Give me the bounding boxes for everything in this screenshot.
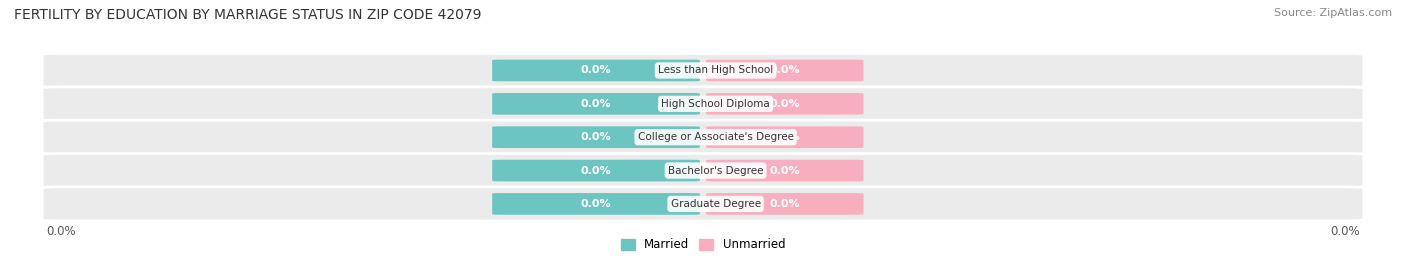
Text: High School Diploma: High School Diploma <box>661 99 770 109</box>
Text: 0.0%: 0.0% <box>581 99 612 109</box>
Text: FERTILITY BY EDUCATION BY MARRIAGE STATUS IN ZIP CODE 42079: FERTILITY BY EDUCATION BY MARRIAGE STATU… <box>14 8 482 22</box>
Text: 0.0%: 0.0% <box>769 165 800 176</box>
FancyBboxPatch shape <box>42 154 1364 187</box>
FancyBboxPatch shape <box>42 87 1364 121</box>
Text: Less than High School: Less than High School <box>658 65 773 76</box>
Legend: Married, Unmarried: Married, Unmarried <box>620 238 786 251</box>
FancyBboxPatch shape <box>492 93 700 115</box>
Text: 0.0%: 0.0% <box>769 99 800 109</box>
FancyBboxPatch shape <box>706 60 863 81</box>
Text: Bachelor's Degree: Bachelor's Degree <box>668 165 763 176</box>
FancyBboxPatch shape <box>492 193 700 215</box>
Text: Source: ZipAtlas.com: Source: ZipAtlas.com <box>1274 8 1392 18</box>
Text: 0.0%: 0.0% <box>581 65 612 76</box>
Text: College or Associate's Degree: College or Associate's Degree <box>637 132 793 142</box>
FancyBboxPatch shape <box>42 120 1364 154</box>
Text: 0.0%: 0.0% <box>581 132 612 142</box>
Text: 0.0%: 0.0% <box>581 165 612 176</box>
FancyBboxPatch shape <box>492 60 700 81</box>
FancyBboxPatch shape <box>706 93 863 115</box>
FancyBboxPatch shape <box>706 193 863 215</box>
FancyBboxPatch shape <box>42 54 1364 87</box>
Text: 0.0%: 0.0% <box>769 65 800 76</box>
FancyBboxPatch shape <box>42 187 1364 221</box>
FancyBboxPatch shape <box>706 126 863 148</box>
Text: 0.0%: 0.0% <box>769 132 800 142</box>
Text: 0.0%: 0.0% <box>769 199 800 209</box>
Text: Graduate Degree: Graduate Degree <box>671 199 761 209</box>
FancyBboxPatch shape <box>706 160 863 181</box>
FancyBboxPatch shape <box>492 126 700 148</box>
Text: 0.0%: 0.0% <box>581 199 612 209</box>
FancyBboxPatch shape <box>492 160 700 181</box>
